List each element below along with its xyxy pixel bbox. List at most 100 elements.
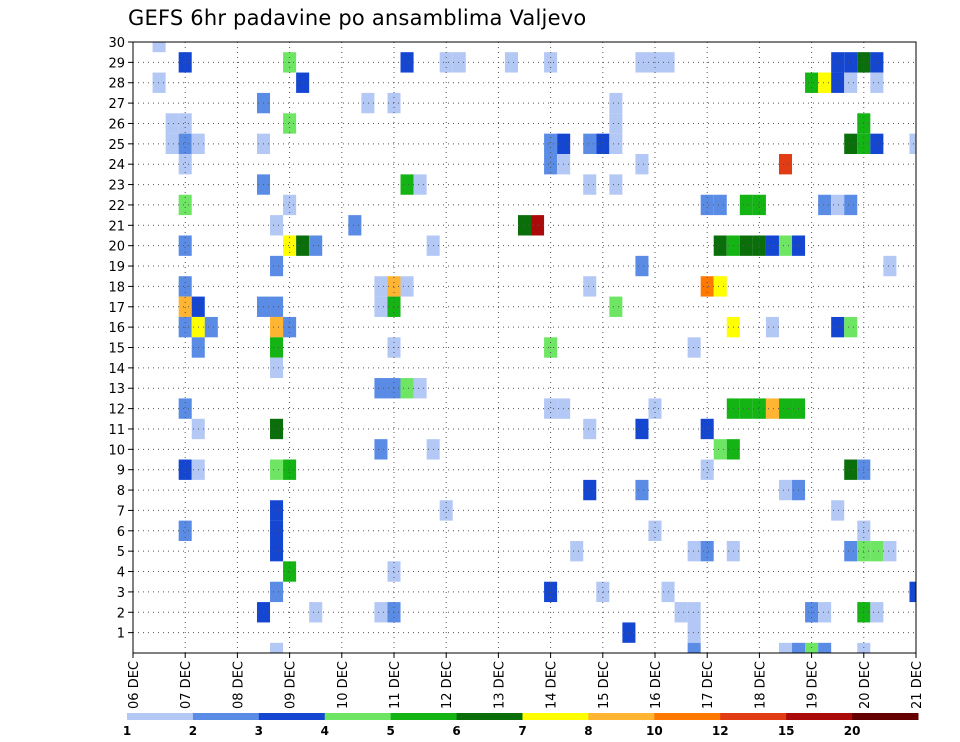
precip-cell xyxy=(165,113,179,134)
precip-cell xyxy=(439,500,453,521)
x-tick-label: 14 DEC xyxy=(545,661,560,709)
precip-cell xyxy=(739,398,753,419)
y-tick-label: 25 xyxy=(108,138,125,153)
precip-cell xyxy=(909,133,916,155)
colorbar-label: 7 xyxy=(518,724,526,738)
precip-cell xyxy=(609,133,623,155)
colorbar-label: 2 xyxy=(189,724,197,738)
precip-cell xyxy=(844,72,858,93)
y-tick-label: 9 xyxy=(117,464,125,479)
precip-cell xyxy=(178,459,192,480)
colorbar-swatch xyxy=(654,713,721,720)
colorbar-swatch xyxy=(720,713,787,720)
colorbar-swatch xyxy=(258,713,326,720)
precip-cell xyxy=(778,642,793,653)
precip-cell xyxy=(713,194,727,216)
precip-cell xyxy=(700,418,714,440)
precip-cell xyxy=(400,174,414,195)
y-tick-label: 17 xyxy=(108,301,125,316)
precip-cell xyxy=(752,194,766,216)
y-tick-label: 20 xyxy=(108,240,125,255)
precip-cell xyxy=(270,642,284,653)
precip-cell xyxy=(374,378,388,399)
precip-cell xyxy=(635,52,649,73)
precip-cell xyxy=(687,642,701,653)
precip-cell xyxy=(296,235,310,256)
precip-cell xyxy=(583,174,597,195)
precip-cell xyxy=(687,622,701,643)
precip-cell xyxy=(400,378,414,399)
y-tick-label: 13 xyxy=(108,382,125,397)
x-tick-label: 16 DEC xyxy=(649,661,664,709)
colorbar-label: 20 xyxy=(844,724,861,738)
precip-cell xyxy=(844,133,858,155)
precip-cell xyxy=(583,479,597,501)
y-tick-label: 26 xyxy=(108,117,125,132)
precip-cell xyxy=(178,154,192,175)
y-tick-label: 4 xyxy=(117,566,125,581)
x-tick-label: 15 DEC xyxy=(597,661,612,709)
precip-cell xyxy=(596,133,610,155)
y-tick-label: 6 xyxy=(117,525,125,540)
precip-cell xyxy=(283,113,297,134)
precip-cell xyxy=(687,337,701,358)
x-tick-label: 07 DEC xyxy=(179,661,194,709)
y-tick-label: 18 xyxy=(108,280,125,295)
precip-cell xyxy=(609,92,623,114)
precip-cell xyxy=(700,459,714,480)
precip-cell xyxy=(270,357,284,379)
precip-cell xyxy=(883,540,897,562)
precip-cell xyxy=(635,154,649,175)
precip-cell xyxy=(765,398,779,419)
precip-cell xyxy=(831,52,845,73)
precip-cell xyxy=(178,235,192,256)
colorbar-label: 6 xyxy=(452,724,460,738)
colorbar-label: 3 xyxy=(255,724,263,738)
precip-cell xyxy=(452,52,466,73)
precip-cell xyxy=(270,316,284,338)
y-tick-label: 10 xyxy=(108,443,125,458)
precip-cell xyxy=(713,235,727,256)
colorbar-swatch xyxy=(522,713,589,720)
precip-cell xyxy=(674,602,688,623)
colorbar-swatch xyxy=(127,713,194,720)
precip-cell xyxy=(818,72,832,93)
y-tick-label: 7 xyxy=(117,504,125,519)
precip-cell xyxy=(178,113,192,134)
precip-cell xyxy=(778,235,793,256)
precip-cell xyxy=(544,154,558,175)
y-tick-label: 16 xyxy=(108,321,125,336)
precip-cell xyxy=(361,92,375,114)
precip-cell xyxy=(270,215,284,236)
precip-cell xyxy=(178,296,192,317)
precip-cell xyxy=(792,642,806,653)
precip-cell xyxy=(270,500,284,521)
y-tick-label: 1 xyxy=(117,627,125,642)
precip-cell xyxy=(348,215,362,236)
precip-cell xyxy=(583,276,597,297)
precip-cell xyxy=(374,296,388,317)
grid-lines xyxy=(133,42,916,653)
precip-cell xyxy=(165,133,179,155)
y-tick-label: 28 xyxy=(108,77,125,92)
precip-cell xyxy=(283,235,297,256)
precip-cell xyxy=(818,642,832,653)
precip-cell xyxy=(296,72,310,93)
precip-cell xyxy=(765,316,779,338)
precip-cell xyxy=(870,540,884,562)
colorbar: 1 2 3 4 5 6 7 8 10 12 15 20 xyxy=(123,713,919,738)
precip-cell xyxy=(178,133,192,155)
precip-cell xyxy=(570,540,584,562)
precip-cell xyxy=(270,255,284,277)
precip-cell xyxy=(178,194,192,216)
precip-cell xyxy=(504,52,518,73)
y-tick-label: 14 xyxy=(108,362,125,377)
colorbar-label: 1 xyxy=(123,724,131,738)
precip-cell xyxy=(374,439,388,460)
precip-cell xyxy=(178,276,192,297)
precip-cell xyxy=(844,194,858,216)
precip-cell xyxy=(374,602,388,623)
y-tick-label: 23 xyxy=(108,179,125,194)
precip-cell xyxy=(517,215,532,236)
